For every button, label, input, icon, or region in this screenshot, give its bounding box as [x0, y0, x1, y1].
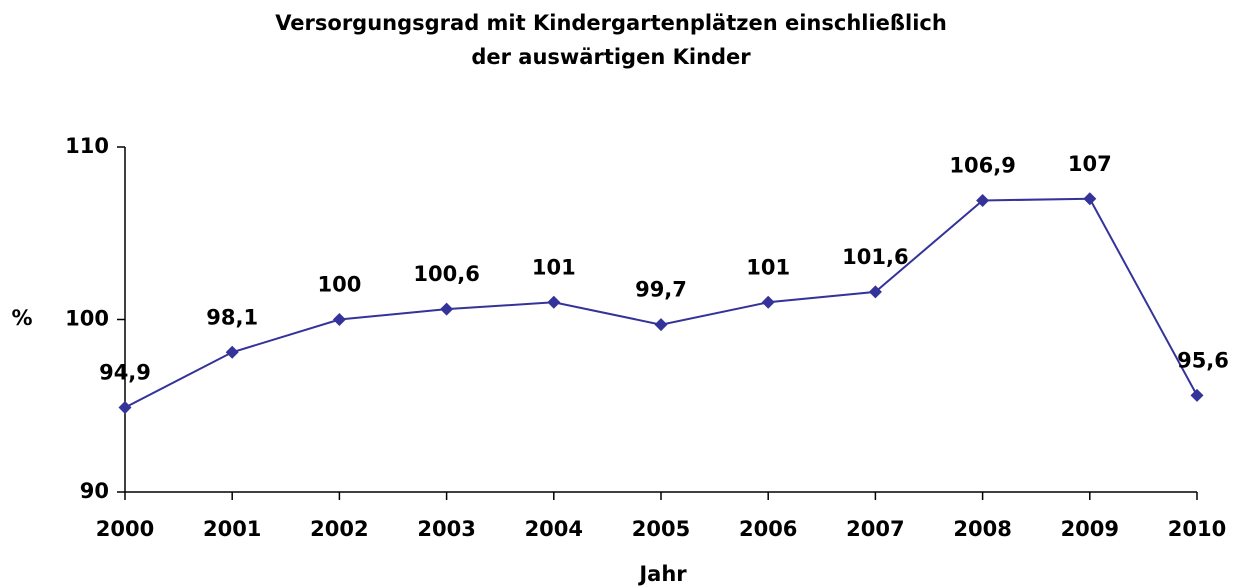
data-label: 95,6 [1177, 348, 1229, 372]
data-label: 101 [532, 255, 576, 279]
x-tick-label: 2005 [632, 517, 690, 541]
data-label: 106,9 [949, 153, 1015, 177]
marker [761, 295, 775, 309]
x-tick-label: 2002 [310, 517, 368, 541]
marker [440, 302, 454, 316]
x-axis-label: Jahr [637, 562, 687, 586]
x-tick-label: 2000 [96, 517, 154, 541]
data-label: 101 [746, 255, 790, 279]
data-label: 94,9 [99, 360, 151, 384]
y-tick-label: 110 [65, 134, 109, 158]
chart-title: der auswärtigen Kinder [471, 45, 751, 69]
x-tick-label: 2009 [1061, 517, 1119, 541]
marker [654, 318, 668, 332]
chart-title: Versorgungsgrad mit Kindergartenplätzen … [275, 11, 947, 35]
marker [118, 400, 132, 414]
marker [332, 313, 346, 326]
data-label: 99,7 [635, 278, 687, 302]
x-tick-label: 2003 [417, 517, 475, 541]
x-tick-label: 2010 [1168, 517, 1226, 541]
marker [1190, 388, 1204, 402]
y-tick-label: 100 [65, 307, 109, 331]
data-label: 101,6 [842, 245, 908, 269]
x-tick-label: 2004 [525, 517, 583, 541]
marker [976, 193, 990, 207]
data-label: 107 [1068, 152, 1112, 176]
marker [868, 285, 882, 299]
x-tick-label: 2001 [203, 517, 261, 541]
data-label: 98,1 [206, 305, 258, 329]
series-line [124, 197, 1198, 409]
marker [1083, 192, 1097, 206]
x-tick-label: 2006 [739, 517, 797, 541]
data-label: 100 [317, 273, 361, 297]
marker [225, 345, 239, 359]
marker [547, 295, 561, 309]
y-axis-label: % [11, 306, 32, 330]
data-label: 100,6 [413, 262, 479, 286]
y-tick-label: 90 [80, 479, 109, 503]
x-tick-label: 2008 [953, 517, 1011, 541]
x-tick-label: 2007 [846, 517, 904, 541]
